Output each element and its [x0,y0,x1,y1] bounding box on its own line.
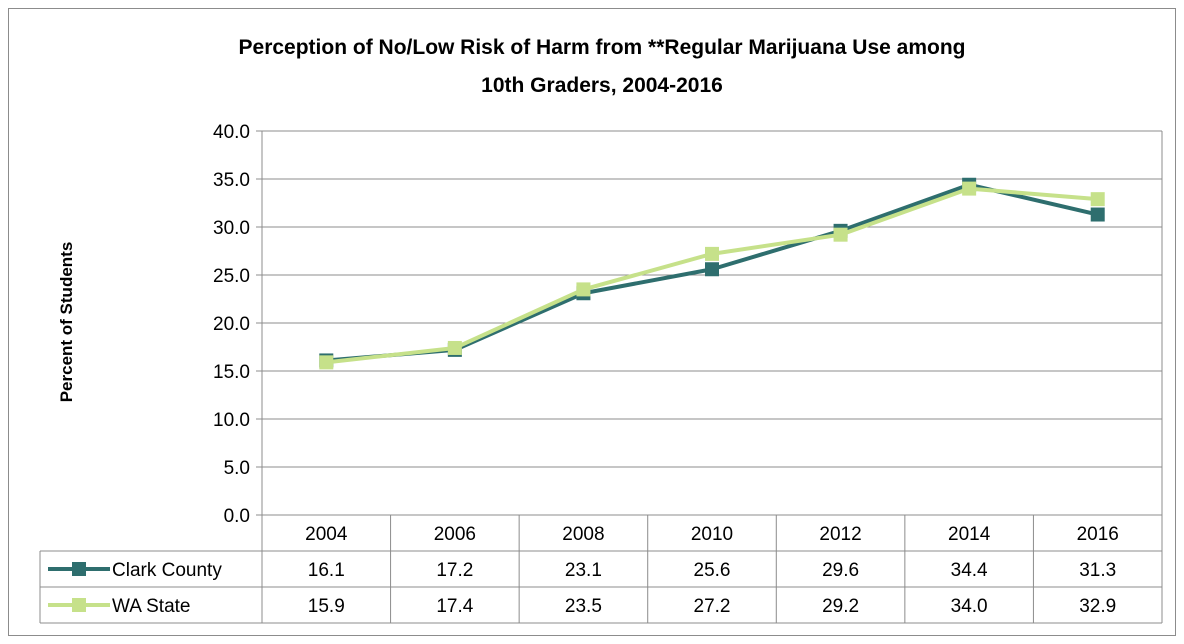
table-value: 16.1 [308,560,345,581]
y-tick-label: 0.0 [224,506,250,527]
x-tick-label: 2004 [305,524,348,545]
table-value: 34.4 [951,560,988,581]
y-tick-label: 40.0 [213,122,250,143]
y-axis-label: Percent of Students [57,242,76,403]
data-point [705,246,719,261]
legend-series-name: Clark County [112,560,222,581]
gridlines [256,130,1162,516]
legend-key-marker [72,598,86,612]
table-value: 15.9 [308,596,345,617]
y-tick-label: 30.0 [213,218,250,239]
y-tick-label: 25.0 [213,266,250,287]
data-point [576,282,591,297]
table-value: 29.2 [822,596,859,617]
table-value: 31.3 [1079,560,1116,581]
data-table: 2004 2006 2008 2010 2012 2014 2016 Clark County… [39,131,1163,624]
data-point [833,227,848,242]
table-value: 32.9 [1079,596,1116,617]
chart-title-line-2: 10th Graders, 2004-2016 [481,74,723,97]
data-point [1090,192,1105,207]
data-point [705,262,719,277]
table-value: 17.2 [436,560,473,581]
data-point [962,181,977,196]
x-tick-label: 2008 [562,524,604,545]
table-value: 34.0 [951,596,988,617]
legend-key-marker [72,562,86,576]
table-value: 27.2 [694,596,731,617]
x-tick-label: 2012 [819,524,861,545]
y-tick-label: 15.0 [213,362,250,383]
x-tick-label: 2006 [434,524,476,545]
chart-title-line-1: Perception of No/Low Risk of Harm from *… [239,36,966,59]
chart-frame [8,8,1176,636]
x-tick-label: 2016 [1077,524,1119,545]
series-lines [319,177,1105,370]
data-point [447,340,462,355]
y-tick-label: 10.0 [213,410,250,431]
table-value: 29.6 [822,560,859,581]
table-value: 25.6 [694,560,731,581]
legend-series-name: WA State [112,596,191,617]
y-tick-labels: 0.0 5.0 10.0 15.0 20.0 25.0 30.0 35.0 40.0 [213,122,250,527]
data-point [319,355,334,370]
table-value: 17.4 [436,596,473,617]
data-point [1090,207,1105,222]
y-tick-label: 5.0 [224,458,250,479]
y-tick-label: 35.0 [213,170,250,191]
y-tick-label: 20.0 [213,314,250,335]
table-value: 23.5 [565,596,602,617]
table-value: 23.1 [565,560,602,581]
x-tick-label: 2014 [948,524,991,545]
x-tick-label: 2010 [691,524,733,545]
